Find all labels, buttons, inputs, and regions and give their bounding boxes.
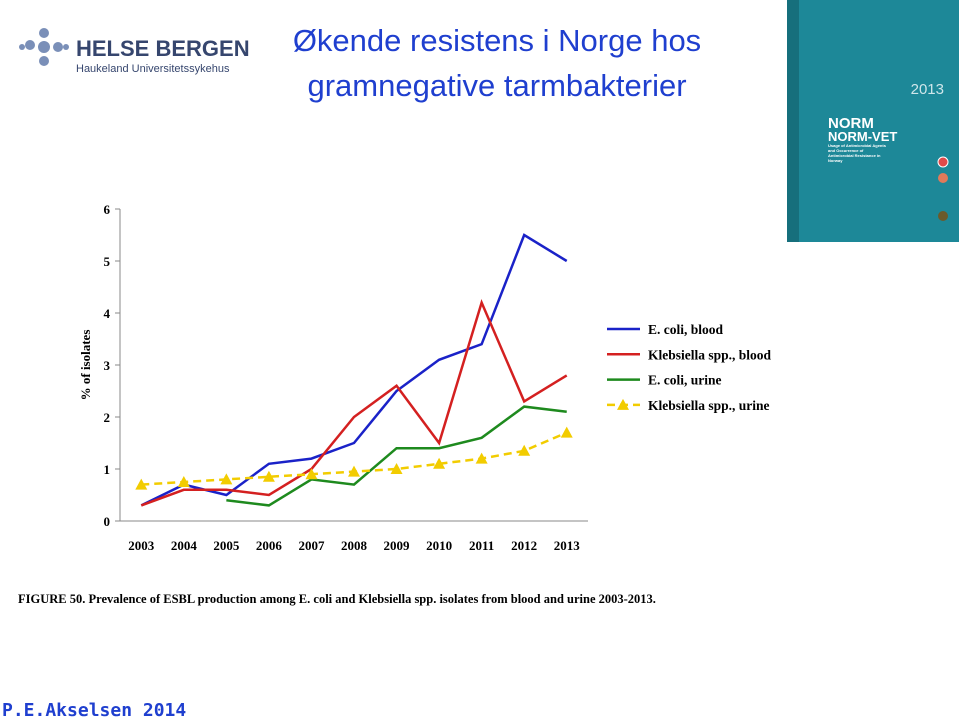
- series-marker: [433, 457, 446, 469]
- y-tick-label: 6: [104, 202, 111, 217]
- logo: [19, 28, 69, 66]
- cover-title: NORM: [828, 115, 874, 132]
- series-marker: [475, 452, 488, 464]
- series-line: [226, 405, 567, 507]
- x-tick-label: 2012: [511, 538, 537, 553]
- title: gramnegative tarmbakterier: [307, 68, 686, 103]
- series-line: [140, 298, 568, 507]
- legend-marker: [617, 398, 629, 410]
- caption: FIGURE 50. Prevalence of ESBL production…: [18, 592, 656, 606]
- x-tick-label: 2013: [554, 538, 581, 553]
- x-tick-label: 2011: [469, 538, 494, 553]
- series-marker: [518, 444, 531, 456]
- series-marker: [220, 473, 233, 485]
- y-tick-label: 3: [104, 358, 111, 373]
- x-tick-label: 2003: [128, 538, 155, 553]
- y-tick-label: 1: [104, 462, 111, 477]
- legend-label: Klebsiella spp., blood: [648, 347, 772, 362]
- title: Økende resistens i Norge hos: [293, 23, 701, 58]
- x-tick-label: 2008: [341, 538, 368, 553]
- x-tick-label: 2004: [171, 538, 198, 553]
- footer: P.E.Akselsen 2014: [2, 700, 186, 719]
- series-line: [140, 233, 568, 507]
- logo-subtitle: Haukeland Universitetssykehus: [76, 63, 230, 75]
- report-cover: 2013 NORM NORM-VET Usage of Antimicrobia…: [787, 0, 959, 242]
- legend-label: Klebsiella spp., urine: [648, 398, 770, 413]
- cover-subtitle: Usage of Antimicrobial Agents and Occurr…: [828, 143, 886, 163]
- x-tick-label: 2005: [213, 538, 240, 553]
- y-tick-label: 2: [104, 410, 111, 425]
- cover-year: 2013: [911, 81, 944, 98]
- x-tick-label: 2007: [298, 538, 325, 553]
- cover-subtitle-box: Usage of Antimicrobial Agents and Occurr…: [828, 143, 886, 163]
- x-tick-label: 2009: [384, 538, 411, 553]
- logo-name: HELSE BERGEN: [76, 36, 250, 61]
- y-tick-label: 5: [104, 254, 111, 269]
- series-marker: [177, 476, 190, 487]
- legend-label: E. coli, blood: [648, 322, 724, 337]
- series-marker: [348, 465, 360, 477]
- legend-label: E. coli, urine: [648, 373, 722, 388]
- series-marker: [305, 468, 318, 480]
- y-axis-title: % of isolates: [78, 330, 93, 401]
- y-tick-label: 0: [104, 514, 111, 529]
- series-marker: [560, 426, 573, 438]
- x-tick-label: 2010: [426, 538, 452, 553]
- x-tick-label: 2006: [256, 538, 283, 553]
- series-marker: [262, 470, 275, 482]
- series-marker: [390, 463, 403, 474]
- cover-title: NORM-VET: [828, 129, 897, 144]
- y-tick-label: 4: [104, 306, 111, 321]
- series-marker: [135, 478, 148, 490]
- series-line: [141, 431, 568, 486]
